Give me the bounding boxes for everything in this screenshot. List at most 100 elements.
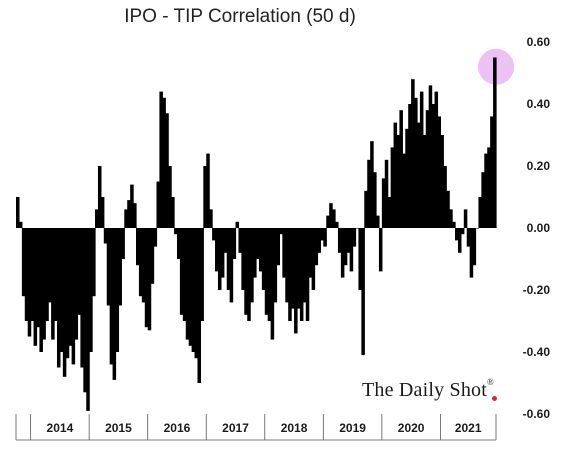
data-bar — [329, 203, 333, 228]
data-bar — [39, 228, 43, 352]
data-bar — [431, 104, 436, 228]
data-bar — [74, 228, 79, 340]
data-bar — [428, 85, 433, 229]
data-bar — [45, 228, 49, 321]
data-bar — [343, 228, 348, 266]
data-bar — [241, 228, 245, 290]
data-bar — [320, 228, 324, 241]
data-bar — [296, 228, 301, 309]
data-bar — [24, 228, 29, 321]
data-bar — [121, 228, 125, 259]
data-bar — [141, 228, 146, 303]
data-bar — [264, 228, 269, 315]
data-bar — [150, 228, 155, 284]
data-bar — [48, 228, 52, 303]
data-bar — [65, 228, 70, 359]
data-bar — [244, 228, 248, 315]
data-bar — [258, 228, 263, 272]
data-bar — [402, 153, 406, 228]
data-bar — [209, 209, 213, 228]
data-bar — [302, 228, 307, 303]
x-tick-label: 2016 — [164, 421, 191, 435]
data-bar — [352, 228, 357, 247]
data-bar — [299, 228, 304, 321]
data-bar — [42, 228, 46, 340]
data-bar — [250, 228, 254, 303]
data-bar — [62, 228, 67, 377]
data-bar — [460, 228, 465, 235]
data-bar — [226, 228, 231, 290]
data-bar — [215, 228, 219, 272]
data-bar — [270, 228, 275, 340]
data-bar — [68, 228, 73, 346]
data-bar — [138, 228, 143, 297]
data-bar — [83, 228, 87, 393]
data-bar — [481, 172, 485, 228]
data-bar — [472, 228, 477, 266]
data-bar — [373, 172, 377, 228]
data-bar — [124, 209, 128, 228]
x-tick-labels: 2014 2015 2016 2017 2018 2019 2020 2021 — [47, 421, 482, 435]
data-bar — [326, 215, 330, 228]
data-bar — [469, 228, 474, 278]
data-bar — [414, 97, 418, 228]
data-bar — [197, 228, 201, 383]
x-tick-label: 2021 — [455, 421, 482, 435]
data-bar — [18, 221, 23, 228]
y-tick-label: -0.20 — [523, 283, 551, 297]
data-bar — [463, 209, 468, 228]
data-bar — [80, 228, 84, 368]
data-bar — [376, 215, 380, 228]
data-bar — [77, 228, 81, 315]
data-bar — [349, 228, 354, 272]
data-bar — [153, 228, 158, 247]
data-bar — [162, 97, 166, 228]
data-bar — [370, 141, 374, 228]
data-bar — [103, 228, 108, 244]
data-bar — [457, 228, 462, 253]
y-tick-label: 0.00 — [527, 221, 551, 235]
data-bar — [220, 228, 225, 278]
data-bar — [223, 228, 228, 253]
data-bar — [390, 147, 395, 228]
data-bar — [235, 221, 240, 228]
y-axis: 0.60 0.40 0.20 0.00 -0.20 -0.40 -0.60 — [523, 35, 551, 421]
data-bar — [346, 228, 351, 253]
data-bar — [361, 228, 365, 356]
x-axis — [15, 414, 497, 441]
data-bar — [247, 228, 251, 321]
data-bar — [422, 135, 427, 228]
data-bar — [212, 228, 216, 241]
data-bar — [455, 228, 459, 241]
x-tick-label: 2017 — [222, 421, 249, 435]
data-bar — [54, 228, 58, 321]
data-bar — [311, 228, 316, 290]
data-bar — [21, 228, 26, 297]
data-bar — [133, 203, 137, 228]
data-bar — [200, 228, 204, 321]
data-bar — [188, 228, 193, 346]
data-bar — [335, 221, 339, 228]
data-bar — [279, 228, 283, 235]
data-bar — [176, 228, 181, 259]
data-bar — [253, 228, 257, 278]
data-bar — [288, 228, 292, 321]
data-bar — [396, 135, 401, 228]
data-bar — [92, 228, 96, 297]
data-bar — [490, 116, 494, 228]
data-bar — [182, 228, 187, 321]
x-tick-label: 2018 — [281, 421, 308, 435]
y-tick-label: -0.60 — [523, 407, 551, 421]
data-bar — [314, 228, 319, 266]
data-bar — [97, 166, 102, 228]
data-bar — [174, 228, 178, 235]
data-bar — [393, 122, 398, 228]
data-bar — [276, 228, 281, 266]
data-bar — [203, 166, 207, 228]
data-bar — [238, 228, 242, 253]
bars-layer — [16, 57, 497, 411]
data-bar — [419, 91, 424, 228]
data-bar — [89, 228, 93, 352]
data-bar — [171, 197, 175, 228]
